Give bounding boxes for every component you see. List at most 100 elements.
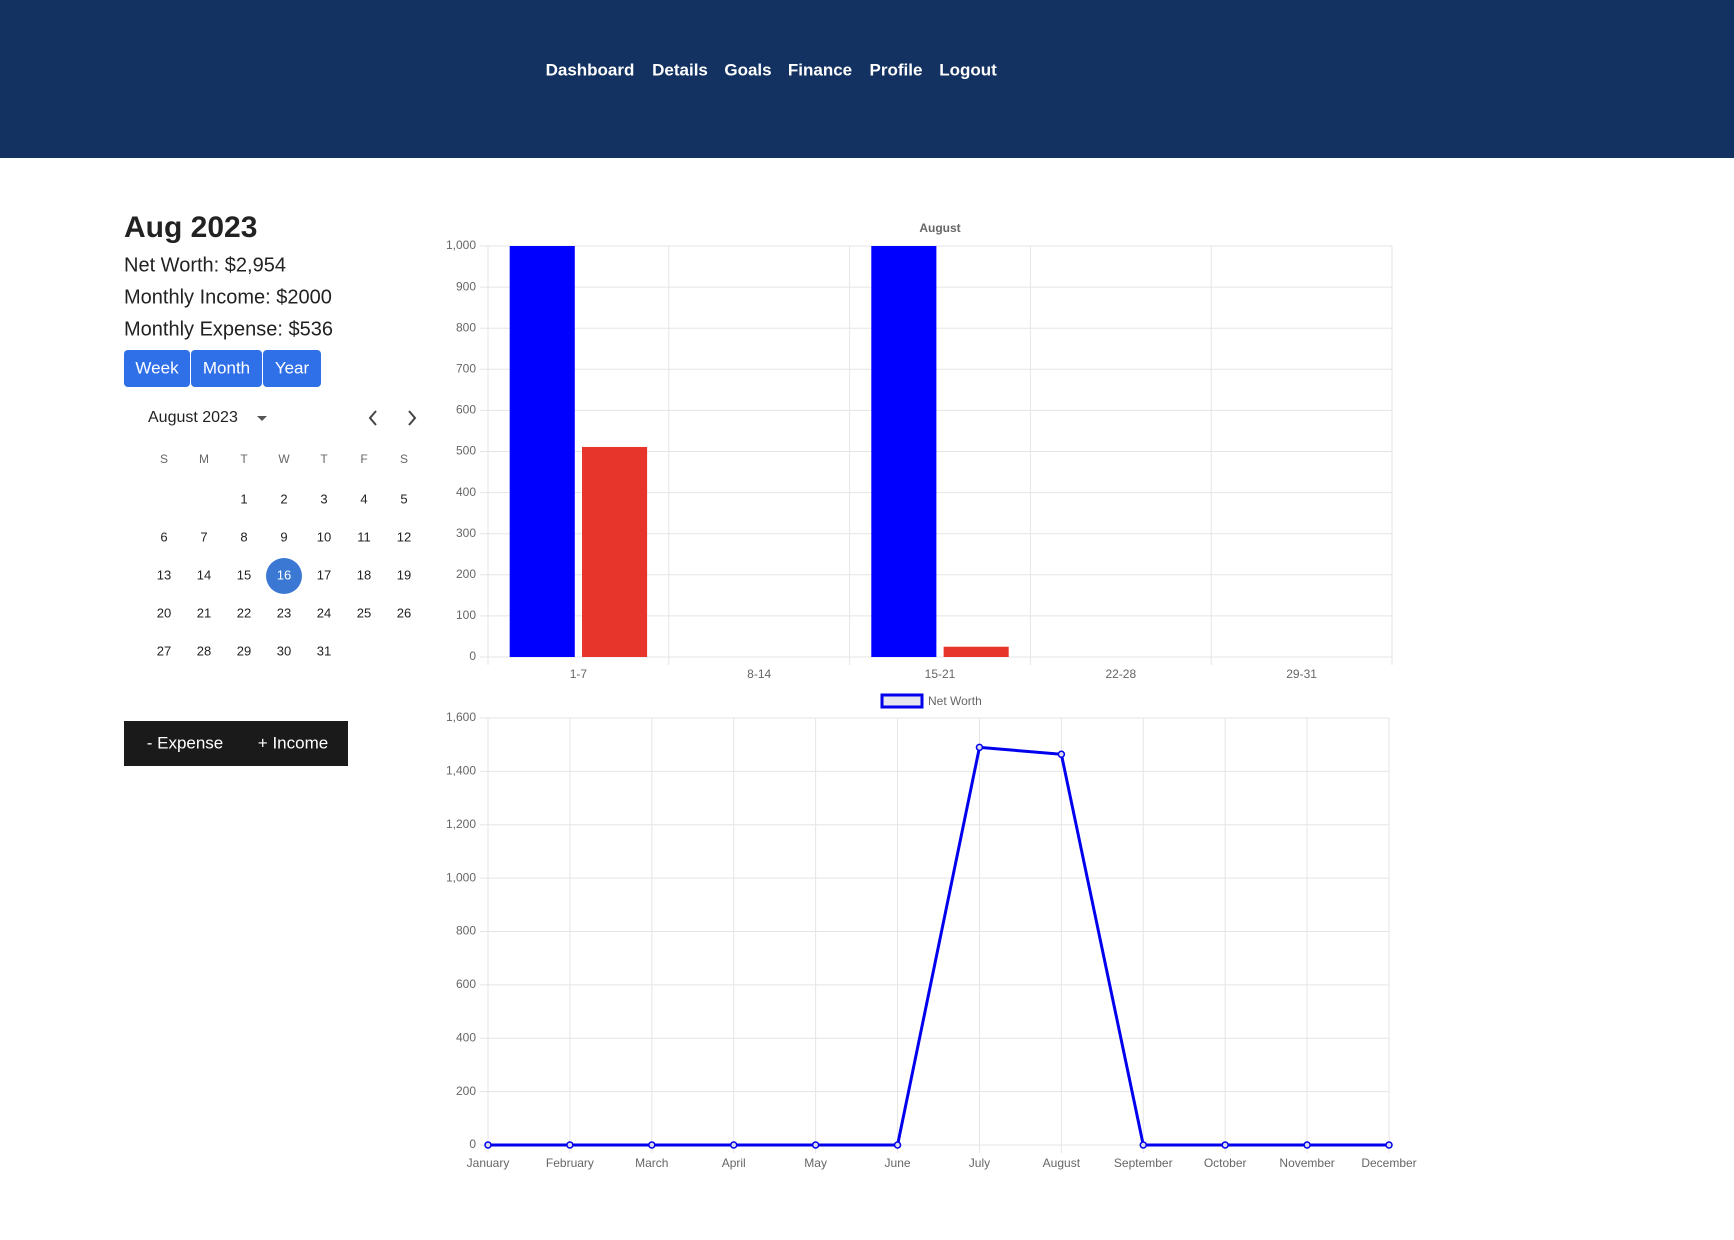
x-tick-label: April	[722, 1156, 746, 1170]
x-tick-label: 22-28	[1105, 667, 1136, 681]
nav-link[interactable]: Dashboard	[546, 60, 635, 79]
legend-swatch	[880, 693, 924, 709]
x-tick-label: 15-21	[925, 667, 956, 681]
calendar-day[interactable]: 27	[157, 643, 171, 658]
calendar-day[interactable]: 14	[197, 567, 211, 582]
calendar-day[interactable]: 13	[157, 567, 171, 582]
line-point	[975, 743, 984, 752]
nav-link[interactable]: Profile	[870, 60, 923, 79]
line-series	[488, 745, 1389, 1147]
line-point	[484, 1141, 492, 1149]
weekday-label: T	[320, 452, 328, 466]
calendar-day[interactable]: 25	[357, 605, 371, 620]
calendar-day[interactable]: 29	[237, 643, 251, 658]
calendar-day[interactable]: 3	[320, 491, 327, 506]
y-tick-label: 600	[456, 403, 476, 417]
calendar-day[interactable]: 20	[157, 605, 171, 620]
line-point	[566, 1141, 574, 1149]
line-point	[1385, 1141, 1393, 1149]
line-point	[811, 1141, 820, 1149]
calendar-day[interactable]: 7	[200, 529, 207, 544]
nav-link[interactable]: Finance	[788, 60, 852, 79]
legend-label: Net Worth	[928, 694, 982, 708]
calendar-day[interactable]: 10	[317, 529, 331, 544]
calendar-day[interactable]: 2	[280, 491, 287, 506]
x-tick-label: 1-7	[570, 667, 588, 681]
calendar-day[interactable]: 9	[280, 529, 287, 544]
y-tick-label: 1,400	[446, 764, 476, 778]
action-button[interactable]: + Income	[258, 733, 328, 752]
y-tick-label: 100	[456, 608, 476, 622]
y-tick-label: 400	[456, 1030, 476, 1044]
action-button[interactable]: - Expense	[147, 733, 224, 752]
month-dropdown[interactable]	[257, 416, 267, 421]
x-tick-label: May	[804, 1156, 827, 1170]
calendar-day[interactable]: 31	[317, 643, 331, 658]
weekday-label: M	[199, 452, 209, 466]
calendar-day[interactable]: 17	[317, 567, 331, 582]
y-tick-label: 900	[456, 279, 476, 293]
y-tick-label: 1,200	[446, 817, 476, 831]
y-tick-label: 1,600	[446, 710, 476, 724]
calendar-day[interactable]: 15	[237, 567, 251, 582]
calendar-day[interactable]: 11	[357, 529, 371, 544]
calendar-day[interactable]: 23	[277, 605, 291, 620]
x-tick-label: March	[635, 1156, 668, 1170]
range-button-label: Month	[203, 358, 250, 377]
calendar-day[interactable]: 26	[397, 605, 411, 620]
line-point	[1303, 1141, 1311, 1149]
line-point	[893, 1141, 902, 1149]
calendar-day[interactable]: 1	[240, 491, 247, 506]
calendar-day[interactable]: 6	[160, 529, 167, 544]
nav-link[interactable]: Logout	[939, 60, 997, 79]
calendar-day[interactable]: 19	[397, 567, 411, 582]
summary-title: Aug 2023	[124, 211, 257, 244]
line-point	[1221, 1141, 1229, 1149]
calendar-day[interactable]: 24	[317, 605, 331, 620]
y-tick-label: 200	[456, 1084, 476, 1098]
prev-month[interactable]	[368, 410, 377, 426]
x-tick-label: August	[1043, 1156, 1081, 1170]
x-tick-label: October	[1204, 1156, 1247, 1170]
bar	[509, 246, 575, 657]
x-tick-label: 8-14	[747, 667, 771, 681]
calendar-day[interactable]: 28	[197, 643, 211, 658]
x-tick-label: January	[467, 1156, 510, 1170]
selected-day	[266, 558, 302, 594]
bar	[943, 646, 1009, 657]
calendar-day[interactable]: 16	[277, 567, 291, 582]
line-point	[1057, 750, 1066, 759]
x-tick-label: September	[1114, 1156, 1173, 1170]
weekday-label: W	[278, 452, 290, 466]
calendar-month[interactable]: August 2023	[148, 409, 238, 426]
range-button[interactable]	[191, 350, 262, 387]
y-tick-label: 0	[469, 1137, 476, 1151]
range-button-label: Year	[275, 358, 310, 377]
x-tick-label: 29-31	[1286, 667, 1317, 681]
range-button[interactable]	[124, 350, 190, 387]
calendar-day[interactable]: 21	[197, 605, 211, 620]
calendar-day[interactable]: 5	[400, 491, 407, 506]
header-bar	[0, 0, 1734, 158]
calendar-day[interactable]: 30	[277, 643, 291, 658]
weekday-label: T	[240, 452, 248, 466]
calendar-day[interactable]: 4	[360, 491, 367, 506]
calendar-day[interactable]: 18	[357, 567, 371, 582]
line-point	[648, 1141, 656, 1149]
monthly-income: Monthly Income: $2000	[124, 286, 332, 308]
nav-link[interactable]: Goals	[724, 60, 771, 79]
x-tick-label: November	[1279, 1156, 1334, 1170]
line-point	[729, 1141, 738, 1149]
x-tick-label: December	[1361, 1156, 1416, 1170]
calendar-day[interactable]: 22	[237, 605, 251, 620]
y-tick-label: 800	[456, 320, 476, 334]
calendar-day[interactable]: 12	[397, 529, 411, 544]
x-tick-label: June	[885, 1156, 911, 1170]
nav-link[interactable]: Details	[652, 60, 708, 79]
x-tick-label: February	[546, 1156, 594, 1170]
range-button[interactable]	[263, 350, 321, 387]
chart-title: August	[919, 221, 960, 235]
next-month[interactable]	[408, 410, 417, 426]
calendar-day[interactable]: 8	[240, 529, 247, 544]
